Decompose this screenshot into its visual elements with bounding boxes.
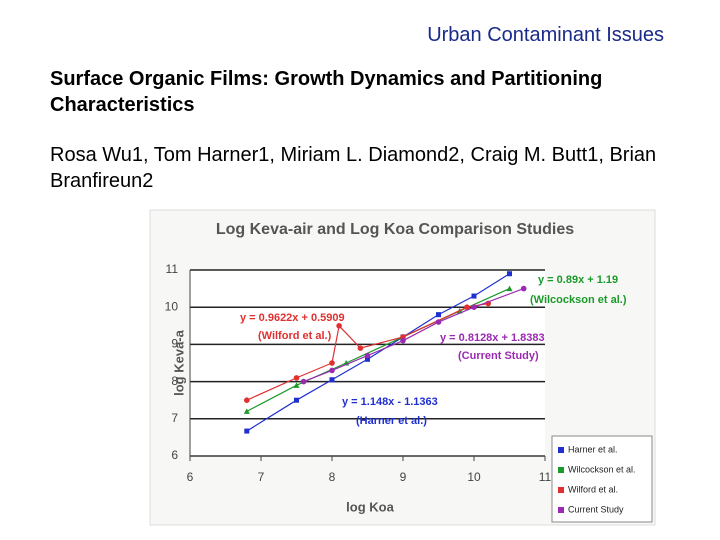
legend-swatch [558,487,564,493]
point [244,397,250,404]
annotation: y = 0.9622x + 0.5909 [240,312,345,324]
x-tick-label: 10 [467,470,481,484]
point [336,323,342,329]
annotation: (Current Study) [458,350,539,362]
point [365,356,370,362]
point [294,397,299,403]
point [357,345,364,351]
slide-title: Surface Organic Films: Growth Dynamics a… [50,68,603,116]
y-tick-label: 11 [166,262,179,276]
point [520,285,527,292]
point [471,304,477,311]
annotation: (Harner et al.) [356,415,427,427]
point [464,304,470,311]
x-tick-label: 8 [329,470,336,484]
annotation: (Wilford et al.) [258,330,332,342]
legend-box [551,435,653,523]
point [329,367,335,374]
point [435,319,442,325]
legend-label: Current Study [568,504,624,514]
legend-label: Harner et al. [568,444,618,454]
y-tick-label: 6 [171,448,178,462]
section-label: Urban Contaminant Issues [427,24,664,46]
series-line [246,302,489,401]
authors: Rosa Wu1, Tom Harner1, Miriam L. Diamond… [50,144,657,192]
point [329,360,335,366]
chart-title: Log Keva-air and Log Koa Comparison Stud… [216,221,574,238]
legend-swatch [558,447,564,453]
y-tick-label: 8 [171,374,178,388]
point [243,408,250,414]
point [329,377,335,383]
point [471,293,477,299]
point [436,312,441,318]
point [506,285,513,292]
point [364,352,371,359]
annotation: y = 1.148x - 1.1363 [342,396,438,408]
annotation: y = 0.89x + 1.19 [538,274,618,286]
y-tick-label: 10 [165,299,179,313]
x-tick-label: 9 [400,470,407,484]
y-tick-label: 9 [171,337,178,351]
x-tick-label: 6 [187,470,194,484]
y-axis-label: log Keva-a [171,329,186,396]
legend-swatch [558,467,564,473]
legend-label: Wilford et al. [568,484,618,494]
legend-label: Wilcockson et al. [568,464,636,474]
x-tick-label: 11 [539,470,552,484]
point [400,337,406,344]
point [300,378,307,385]
legend-swatch [558,507,564,513]
y-tick-label: 7 [171,411,178,425]
annotation: y = 0.8128x + 1.8383 [440,332,545,344]
point [244,428,250,434]
point [293,375,300,381]
point [293,382,300,388]
x-tick-label: 7 [258,470,265,484]
point [507,271,512,277]
x-axis-label: log Koa [346,499,394,514]
plot-area [190,270,545,456]
annotation: (Wilcockson et al.) [530,294,627,306]
